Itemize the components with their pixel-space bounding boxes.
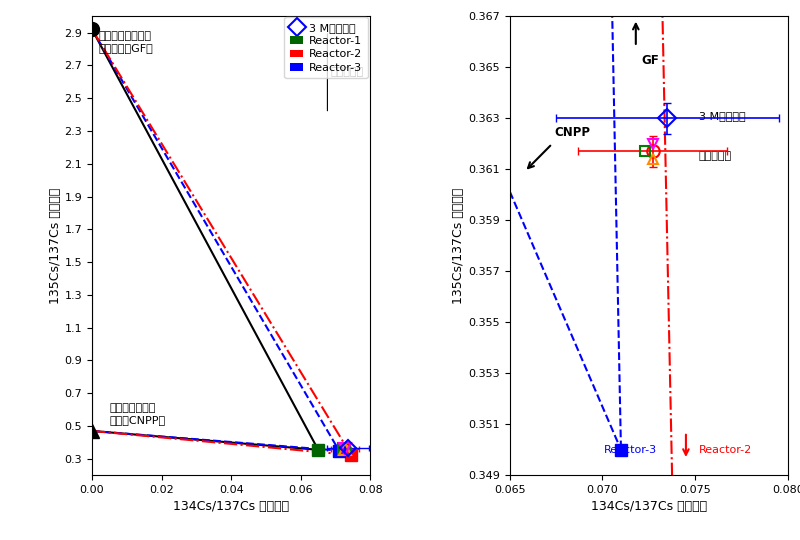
X-axis label: 134Cs/137Cs 同位体比: 134Cs/137Cs 同位体比 xyxy=(590,501,707,514)
Text: Reactor-3: Reactor-3 xyxy=(604,444,657,455)
Text: GF: GF xyxy=(642,55,659,68)
Legend: 3 M硅酸溶出, Reactor-1, Reactor-2, Reactor-3: 3 M硅酸溶出, Reactor-1, Reactor-2, Reactor-3 xyxy=(284,17,368,78)
Text: CNPP: CNPP xyxy=(554,126,590,139)
Text: 翄硅酸溶出: 翄硅酸溶出 xyxy=(330,68,363,77)
Text: グローバルフォー
ルアウト（GF）: グローバルフォー ルアウト（GF） xyxy=(99,31,154,52)
Text: 3 M硅酸溶出: 3 M硅酸溶出 xyxy=(699,111,746,120)
X-axis label: 134Cs/137Cs 同位体比: 134Cs/137Cs 同位体比 xyxy=(173,501,290,514)
Y-axis label: 135Cs/137Cs 同位体比: 135Cs/137Cs 同位体比 xyxy=(452,187,466,304)
Text: Reactor-2: Reactor-2 xyxy=(699,444,752,455)
Text: チェルノブイリ
原発（CNPP）: チェルノブイリ 原発（CNPP） xyxy=(110,403,166,424)
Text: 翄硅酸溶出: 翄硅酸溶出 xyxy=(699,151,732,161)
Y-axis label: 135Cs/137Cs 同位体比: 135Cs/137Cs 同位体比 xyxy=(49,187,62,304)
